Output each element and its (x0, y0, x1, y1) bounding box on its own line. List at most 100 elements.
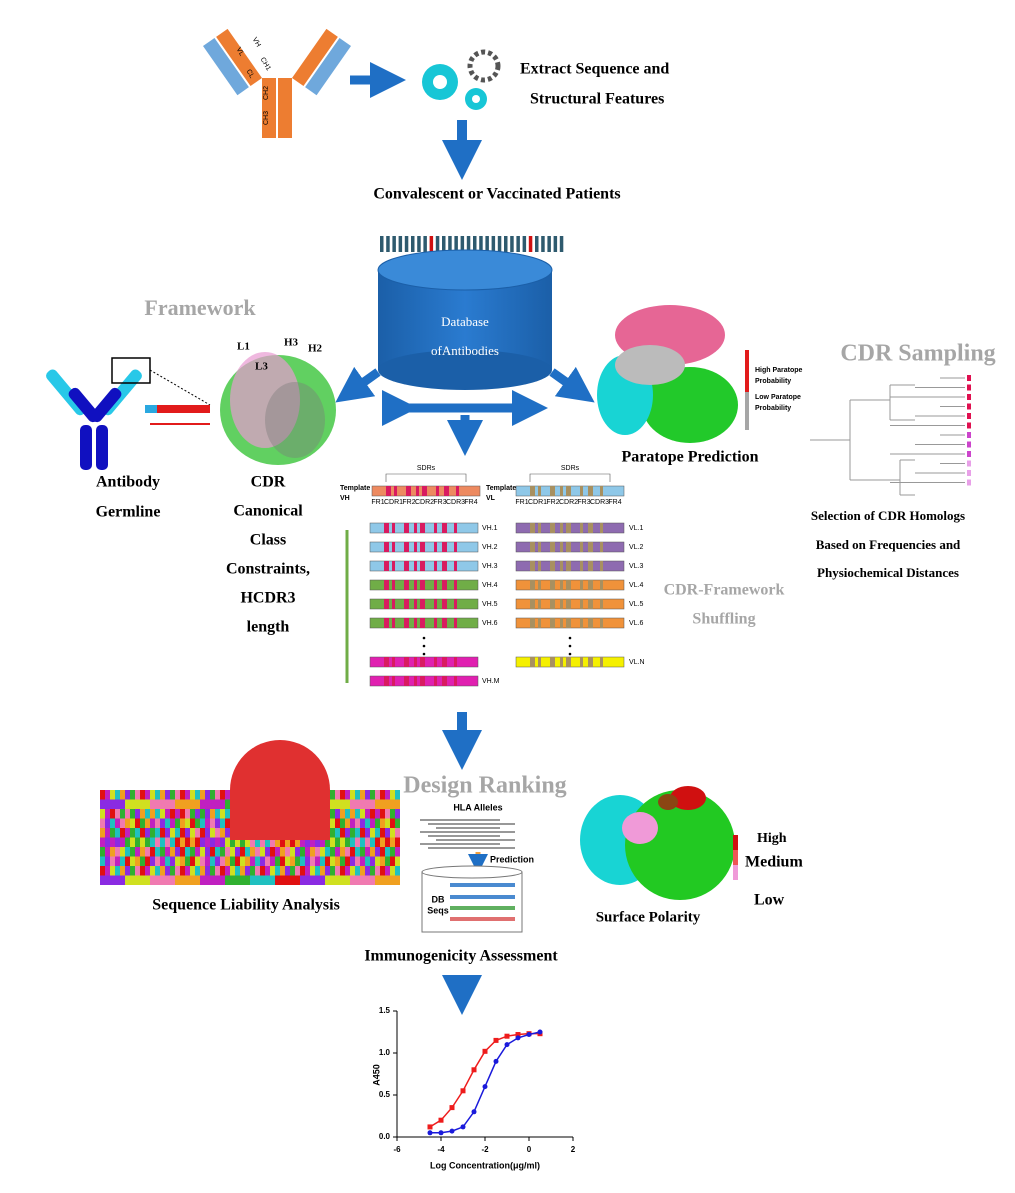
alignment-cell (155, 818, 160, 828)
sequence-stripe (600, 599, 603, 609)
tree-leaf (967, 441, 971, 448)
alignment-cell (185, 809, 190, 819)
person (398, 236, 403, 252)
alignment-cell (120, 818, 125, 828)
alignment-cell (220, 866, 225, 876)
alignment-cell (245, 866, 250, 876)
sequence-stripe (600, 486, 603, 496)
x-axis-label: Log Concentration(μg/ml) (430, 1160, 540, 1170)
person (547, 236, 551, 252)
alignment-cell (345, 828, 350, 838)
legend-label: High (757, 831, 787, 846)
data-point (482, 1084, 488, 1090)
alignment-cell (130, 809, 135, 819)
alignment-cell (325, 866, 330, 876)
alignment-cell (130, 866, 135, 876)
alignment-cell (145, 799, 150, 809)
person (491, 236, 496, 252)
alignment-cell (130, 875, 135, 885)
alignment-cell (125, 856, 130, 866)
alignment-cell (220, 799, 225, 809)
ellipsis-dot (422, 652, 426, 656)
alignment-cell (115, 818, 120, 828)
alignment-cell (290, 837, 295, 847)
alignment-cell (260, 875, 265, 885)
alignment-cell (375, 799, 380, 809)
alignment-cell (205, 809, 210, 819)
person (386, 236, 390, 252)
alignment-cell (355, 847, 360, 857)
alignment-cell (330, 847, 335, 857)
alignment-cell (170, 837, 175, 847)
sequence-stripe (404, 523, 409, 533)
person (448, 236, 452, 252)
alignment-cell (290, 866, 295, 876)
sequence-stripe (550, 561, 555, 571)
sdrs-label: SDRs (417, 465, 436, 472)
alignment-cell (390, 809, 395, 819)
alignment-cell (335, 837, 340, 847)
sequence-stripe (394, 486, 397, 496)
database-cylinder (377, 249, 553, 390)
alignment-cell (215, 875, 220, 885)
alignment-cell (365, 837, 370, 847)
sequence-stripe (434, 676, 437, 686)
data-point (427, 1124, 433, 1130)
alignment-cell (125, 847, 130, 857)
alignment-cell (135, 818, 140, 828)
alignment-cell (210, 866, 215, 876)
alignment-cell (245, 856, 250, 866)
alignment-cell (185, 828, 190, 838)
sequence-stripe (404, 676, 409, 686)
sequence-stripe (442, 599, 447, 609)
alignment-cell (315, 856, 320, 866)
alignment-cell (160, 790, 165, 800)
people-row (380, 236, 564, 252)
ellipsis-dot (422, 636, 426, 640)
alignment-cell (225, 875, 230, 885)
alignment-cell (170, 828, 175, 838)
alignment-cell (185, 875, 190, 885)
alignment-cell (190, 875, 195, 885)
tree-leaf (967, 460, 971, 467)
y-axis-label: A450 (371, 1064, 381, 1086)
tree-branch (810, 384, 915, 496)
alignment-cell (330, 866, 335, 876)
alignment-cell (170, 809, 175, 819)
sequence-stripe (416, 486, 419, 496)
alignment-cell (220, 875, 225, 885)
alignment-cell (220, 818, 225, 828)
alignment-cell (295, 875, 300, 885)
sequence-stripe (530, 580, 535, 590)
alignment-cell (285, 837, 290, 847)
alignment-cell (275, 875, 280, 885)
alignment-cell (225, 866, 230, 876)
sequence-stripe (392, 561, 395, 571)
alignment-cell (135, 828, 140, 838)
alignment-cell (345, 790, 350, 800)
alignment-cell (260, 837, 265, 847)
data-point (449, 1105, 455, 1111)
alignment-cell (210, 809, 215, 819)
alignment-cell (395, 847, 400, 857)
alignment-cell (260, 866, 265, 876)
alignment-cell (160, 856, 165, 866)
alignment-cell (140, 837, 145, 847)
chain-label: CH2 (263, 86, 270, 100)
alignment-cell (165, 875, 170, 885)
alignment-cell (330, 856, 335, 866)
sequence-stripe (550, 486, 555, 496)
alignment-cell (145, 828, 150, 838)
alignment-cell (100, 837, 105, 847)
alignment-cell (390, 837, 395, 847)
sequence-stripe (588, 580, 593, 590)
alignment-zoom (230, 740, 330, 840)
alignment-cell (135, 866, 140, 876)
alignment-cell (175, 809, 180, 819)
alignment-cell (335, 847, 340, 857)
alignment-cell (385, 837, 390, 847)
alignment-cell (195, 790, 200, 800)
alignment-cell (360, 837, 365, 847)
alignment-cell (330, 837, 335, 847)
